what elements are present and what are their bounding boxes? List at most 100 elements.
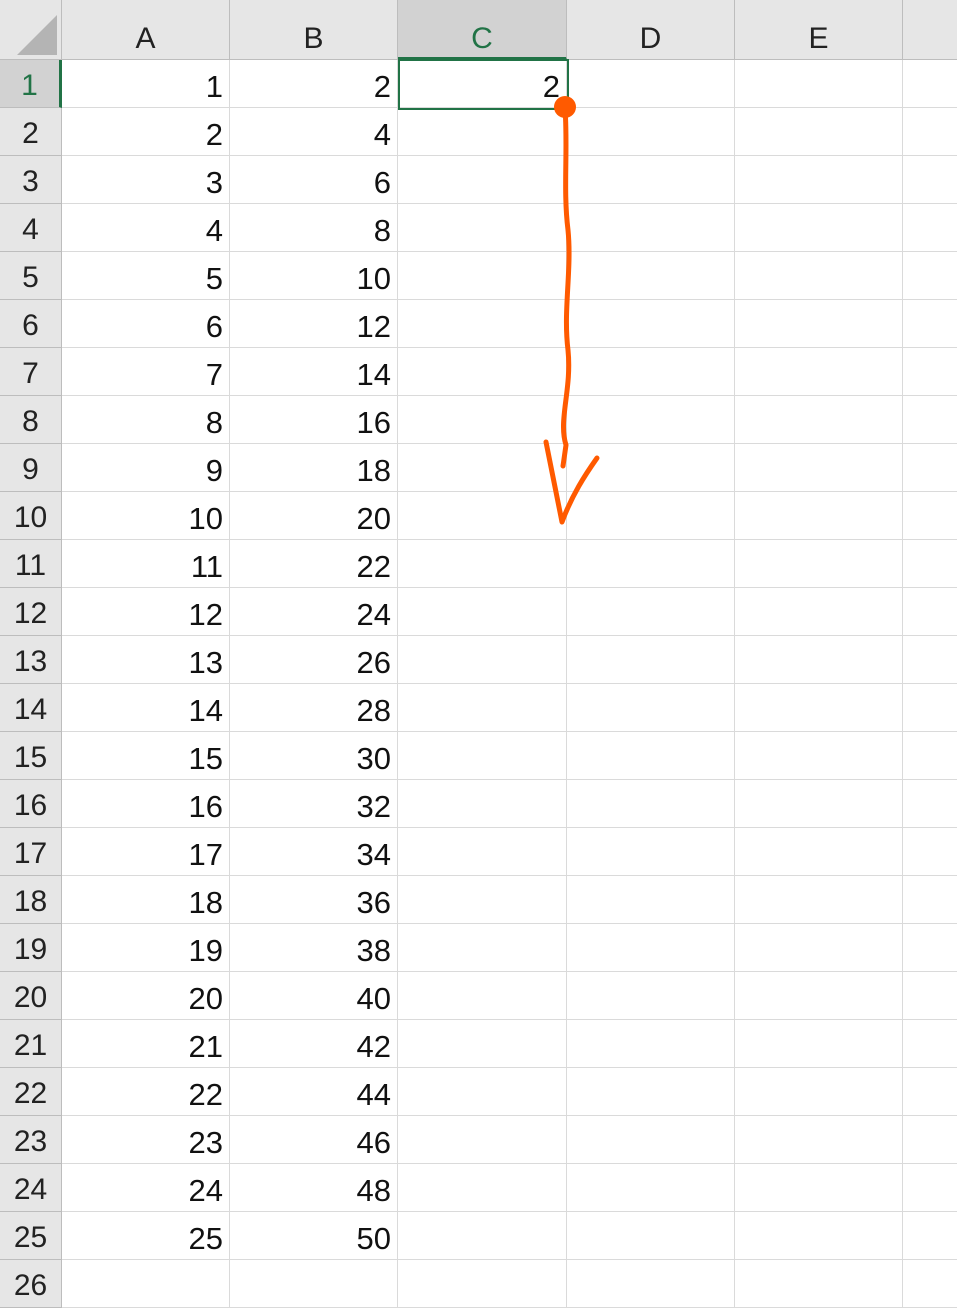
cell-f19[interactable] xyxy=(903,924,957,972)
cell-f20[interactable] xyxy=(903,972,957,1020)
cell-f25[interactable] xyxy=(903,1212,957,1260)
cell-a14[interactable]: 14 xyxy=(62,684,230,732)
cell-a21[interactable]: 21 xyxy=(62,1020,230,1068)
cell-a10[interactable]: 10 xyxy=(62,492,230,540)
cell-a16[interactable]: 16 xyxy=(62,780,230,828)
cell-a4[interactable]: 4 xyxy=(62,204,230,252)
row-header-25[interactable]: 25 xyxy=(0,1212,62,1260)
cell-a2[interactable]: 2 xyxy=(62,108,230,156)
cell-e5[interactable] xyxy=(735,252,903,300)
cell-b11[interactable]: 22 xyxy=(230,540,398,588)
cell-b9[interactable]: 18 xyxy=(230,444,398,492)
cell-c18[interactable] xyxy=(398,876,567,924)
cell-c24[interactable] xyxy=(398,1164,567,1212)
cell-b13[interactable]: 26 xyxy=(230,636,398,684)
cell-d22[interactable] xyxy=(567,1068,735,1116)
row-header-1[interactable]: 1 xyxy=(0,60,62,108)
row-header-9[interactable]: 9 xyxy=(0,444,62,492)
row-header-2[interactable]: 2 xyxy=(0,108,62,156)
cell-e14[interactable] xyxy=(735,684,903,732)
cell-c20[interactable] xyxy=(398,972,567,1020)
fill-handle-icon[interactable] xyxy=(554,96,576,118)
cell-f15[interactable] xyxy=(903,732,957,780)
cell-b24[interactable]: 48 xyxy=(230,1164,398,1212)
cell-e10[interactable] xyxy=(735,492,903,540)
row-header-24[interactable]: 24 xyxy=(0,1164,62,1212)
cell-e1[interactable] xyxy=(735,60,903,108)
cell-b16[interactable]: 32 xyxy=(230,780,398,828)
row-header-7[interactable]: 7 xyxy=(0,348,62,396)
cell-a8[interactable]: 8 xyxy=(62,396,230,444)
row-header-23[interactable]: 23 xyxy=(0,1116,62,1164)
row-header-19[interactable]: 19 xyxy=(0,924,62,972)
cell-b25[interactable]: 50 xyxy=(230,1212,398,1260)
cell-e9[interactable] xyxy=(735,444,903,492)
cell-d9[interactable] xyxy=(567,444,735,492)
cell-f24[interactable] xyxy=(903,1164,957,1212)
cell-d14[interactable] xyxy=(567,684,735,732)
cell-a25[interactable]: 25 xyxy=(62,1212,230,1260)
row-header-13[interactable]: 13 xyxy=(0,636,62,684)
cell-a18[interactable]: 18 xyxy=(62,876,230,924)
cell-e7[interactable] xyxy=(735,348,903,396)
row-header-14[interactable]: 14 xyxy=(0,684,62,732)
cell-a1[interactable]: 1 xyxy=(62,60,230,108)
cell-e12[interactable] xyxy=(735,588,903,636)
cell-c23[interactable] xyxy=(398,1116,567,1164)
cell-d11[interactable] xyxy=(567,540,735,588)
cell-f21[interactable] xyxy=(903,1020,957,1068)
cell-b20[interactable]: 40 xyxy=(230,972,398,1020)
column-header-d[interactable]: D xyxy=(567,0,735,60)
cell-a17[interactable]: 17 xyxy=(62,828,230,876)
cell-d13[interactable] xyxy=(567,636,735,684)
cell-b15[interactable]: 30 xyxy=(230,732,398,780)
cell-e3[interactable] xyxy=(735,156,903,204)
cell-d15[interactable] xyxy=(567,732,735,780)
row-header-16[interactable]: 16 xyxy=(0,780,62,828)
row-header-17[interactable]: 17 xyxy=(0,828,62,876)
cell-b3[interactable]: 6 xyxy=(230,156,398,204)
cell-b19[interactable]: 38 xyxy=(230,924,398,972)
row-header-26[interactable]: 26 xyxy=(0,1260,62,1308)
cell-e24[interactable] xyxy=(735,1164,903,1212)
cell-b23[interactable]: 46 xyxy=(230,1116,398,1164)
cell-d5[interactable] xyxy=(567,252,735,300)
cell-e18[interactable] xyxy=(735,876,903,924)
cell-a20[interactable]: 20 xyxy=(62,972,230,1020)
cell-b12[interactable]: 24 xyxy=(230,588,398,636)
cell-f3[interactable] xyxy=(903,156,957,204)
cell-d19[interactable] xyxy=(567,924,735,972)
row-header-12[interactable]: 12 xyxy=(0,588,62,636)
row-header-11[interactable]: 11 xyxy=(0,540,62,588)
cell-e6[interactable] xyxy=(735,300,903,348)
column-header-a[interactable]: A xyxy=(62,0,230,60)
cell-b4[interactable]: 8 xyxy=(230,204,398,252)
cell-d12[interactable] xyxy=(567,588,735,636)
row-header-15[interactable]: 15 xyxy=(0,732,62,780)
row-header-18[interactable]: 18 xyxy=(0,876,62,924)
cell-e4[interactable] xyxy=(735,204,903,252)
cell-c25[interactable] xyxy=(398,1212,567,1260)
cell-c17[interactable] xyxy=(398,828,567,876)
cell-b22[interactable]: 44 xyxy=(230,1068,398,1116)
cell-b21[interactable]: 42 xyxy=(230,1020,398,1068)
cell-e11[interactable] xyxy=(735,540,903,588)
cell-c15[interactable] xyxy=(398,732,567,780)
cell-f5[interactable] xyxy=(903,252,957,300)
cell-d8[interactable] xyxy=(567,396,735,444)
cell-f12[interactable] xyxy=(903,588,957,636)
cell-d4[interactable] xyxy=(567,204,735,252)
cell-f18[interactable] xyxy=(903,876,957,924)
cell-d6[interactable] xyxy=(567,300,735,348)
cell-e16[interactable] xyxy=(735,780,903,828)
cell-e17[interactable] xyxy=(735,828,903,876)
cell-f2[interactable] xyxy=(903,108,957,156)
cell-a24[interactable]: 24 xyxy=(62,1164,230,1212)
row-header-4[interactable]: 4 xyxy=(0,204,62,252)
cell-c22[interactable] xyxy=(398,1068,567,1116)
cell-c9[interactable] xyxy=(398,444,567,492)
cell-e13[interactable] xyxy=(735,636,903,684)
cell-d1[interactable] xyxy=(567,60,735,108)
cell-c14[interactable] xyxy=(398,684,567,732)
select-all-corner[interactable] xyxy=(0,0,62,60)
